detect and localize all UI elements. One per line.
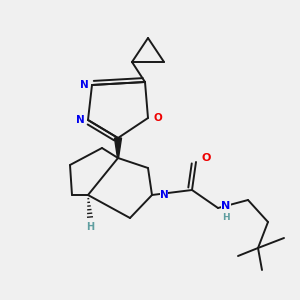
Polygon shape	[115, 138, 122, 158]
Text: O: O	[201, 153, 211, 163]
Text: O: O	[154, 113, 162, 123]
Text: H: H	[86, 222, 94, 232]
Text: N: N	[160, 190, 168, 200]
Text: N: N	[221, 201, 231, 211]
Text: N: N	[80, 80, 88, 90]
Text: H: H	[222, 214, 230, 223]
Text: N: N	[76, 115, 84, 125]
